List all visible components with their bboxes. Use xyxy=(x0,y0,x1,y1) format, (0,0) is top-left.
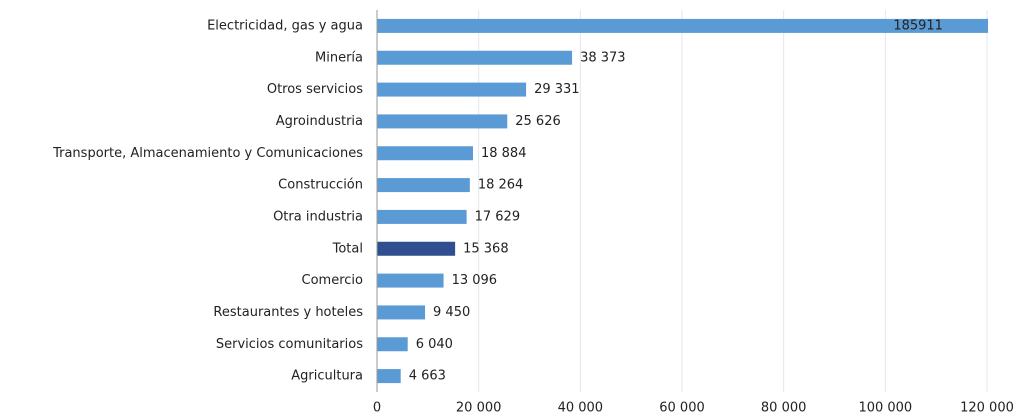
value-label: 13 096 xyxy=(452,273,498,288)
value-label: 18 264 xyxy=(478,178,524,193)
x-tick-label: 40 000 xyxy=(558,401,604,416)
y-tick-label: Restaurantes y hoteles xyxy=(213,305,363,320)
value-label: 17 629 xyxy=(475,209,521,224)
y-tick-label: Construcción xyxy=(278,178,363,193)
bar xyxy=(377,241,456,256)
y-tick-label: Transporte, Almacenamiento y Comunicacio… xyxy=(52,146,363,161)
labels: 0 20 000 40 000 60 000 80 000 100 000 120 000 E… xyxy=(52,18,1014,415)
y-tick-label: Comercio xyxy=(302,273,364,288)
y-tick-label: Electricidad, gas y agua xyxy=(207,18,363,33)
x-tick-label: 0 xyxy=(373,401,381,416)
y-tick-label: Otros servicios xyxy=(267,82,363,97)
bars xyxy=(377,18,988,384)
value-label: 18 884 xyxy=(481,146,527,161)
y-tick-label: Servicios comunitarios xyxy=(216,337,363,352)
bar xyxy=(377,273,444,288)
x-tick-label: 80 000 xyxy=(761,401,807,416)
bar xyxy=(377,178,470,193)
bar xyxy=(377,18,988,33)
grid xyxy=(478,10,988,392)
y-tick-label: Minería xyxy=(315,50,363,65)
bar xyxy=(377,82,527,97)
value-label: 9 450 xyxy=(433,305,470,320)
x-tick-label: 60 000 xyxy=(659,401,705,416)
bar xyxy=(377,114,508,129)
value-label: 185911 xyxy=(893,18,943,33)
value-label: 4 663 xyxy=(409,369,446,384)
bar xyxy=(377,305,426,320)
y-tick-label: Agroindustria xyxy=(276,114,363,129)
bar xyxy=(377,369,401,384)
value-label: 6 040 xyxy=(416,337,453,352)
value-label: 38 373 xyxy=(580,50,626,65)
bar xyxy=(377,146,473,161)
bar xyxy=(377,209,467,224)
x-tick-label: 100 000 xyxy=(858,401,912,416)
x-tick-label: 20 000 xyxy=(456,401,502,416)
value-label: 29 331 xyxy=(534,82,580,97)
y-tick-label: Total xyxy=(332,241,363,256)
bar xyxy=(377,337,408,352)
value-label: 25 626 xyxy=(515,114,561,129)
value-label: 15 368 xyxy=(463,241,509,256)
y-tick-label: Otra industria xyxy=(273,209,363,224)
x-tick-label: 120 000 xyxy=(960,401,1014,416)
y-tick-label: Agricultura xyxy=(291,369,363,384)
bar xyxy=(377,50,573,65)
